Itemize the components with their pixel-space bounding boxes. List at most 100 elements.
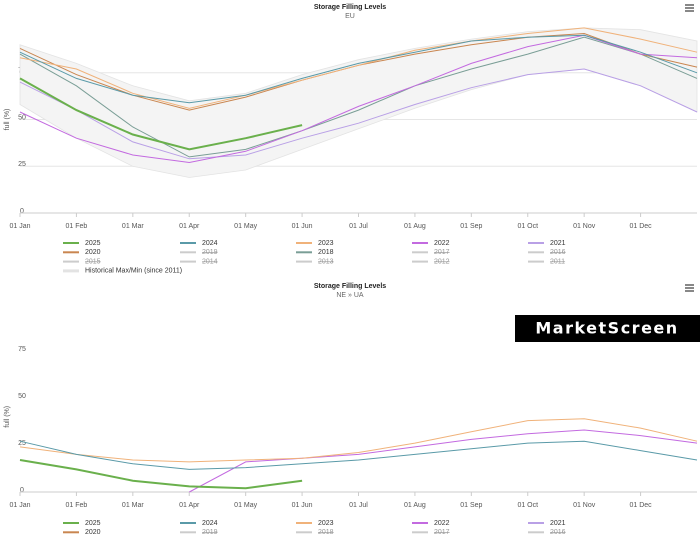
logo-box <box>515 315 700 342</box>
x-tick-label: 01 Jun <box>292 502 313 509</box>
legend-item[interactable]: 2015 <box>63 258 101 265</box>
legend-label: 2017 <box>434 249 450 256</box>
legend-item[interactable]: 2019 <box>180 249 218 256</box>
y-axis-title: full (%) <box>4 109 11 131</box>
menu-button[interactable] <box>683 282 697 294</box>
x-tick-label: 01 Mar <box>122 223 144 230</box>
x-tick-label: 01 Sep <box>460 223 482 230</box>
series-line <box>19 77 303 151</box>
legend-label: 2011 <box>550 258 565 265</box>
legend-label: 2025 <box>85 520 101 527</box>
legend-label: 2020 <box>85 529 101 536</box>
series-line <box>19 440 698 470</box>
legend-item[interactable]: 2022 <box>412 240 450 247</box>
legend-label: 2025 <box>85 240 101 247</box>
x-tick-label: 01 Sep <box>460 502 482 509</box>
legend-label: 2014 <box>202 258 218 265</box>
x-tick-label: 01 Dec <box>629 223 652 230</box>
x-tick-label: 01 Nov <box>573 502 596 509</box>
series-line <box>19 418 698 463</box>
y-tick-label: 25 <box>18 161 26 168</box>
legend-label: 2012 <box>434 258 450 265</box>
y-tick-label: 25 <box>18 440 26 447</box>
legend-item[interactable]: 2023 <box>296 520 334 527</box>
series-line <box>19 459 303 490</box>
legend-item[interactable]: Historical Max/Min (since 2011) <box>63 268 182 275</box>
legend-item[interactable]: 2016 <box>528 249 566 256</box>
y-tick-label: 75 <box>18 346 26 353</box>
legend-label: 2017 <box>434 529 450 536</box>
legend-label: Historical Max/Min (since 2011) <box>85 268 182 275</box>
x-tick-label: 01 Jan <box>9 223 30 230</box>
x-tick-label: 01 Aug <box>404 223 426 230</box>
x-tick-label: 01 Apr <box>179 502 200 509</box>
legend-label: 2019 <box>202 249 218 256</box>
legend-label: 2018 <box>318 529 334 536</box>
legend-label: 2023 <box>318 240 334 247</box>
x-tick-label: 01 Jun <box>292 223 313 230</box>
legend-label: 2022 <box>434 520 450 527</box>
series-line <box>19 34 698 104</box>
x-tick-label: 01 Jan <box>9 502 30 509</box>
x-tick-label: 01 Dec <box>629 502 652 509</box>
legend-item[interactable]: 2020 <box>63 529 101 536</box>
legend-label: 2019 <box>202 529 218 536</box>
legend-label: 2013 <box>318 258 334 265</box>
legend-label: 2024 <box>202 240 218 247</box>
legend-item[interactable]: 2017 <box>412 529 450 536</box>
y-tick-label: 50 <box>18 393 26 400</box>
legend-item[interactable]: 2023 <box>296 240 334 247</box>
legend-item[interactable]: 2025 <box>63 240 101 247</box>
x-tick-label: 01 Jul <box>349 223 368 230</box>
legend-item[interactable]: 2019 <box>180 529 218 536</box>
legend-item[interactable]: 2024 <box>180 520 218 527</box>
legend-item[interactable]: 2020 <box>63 249 101 256</box>
legend-item[interactable]: 2011 <box>528 258 565 265</box>
legend-item[interactable]: 2024 <box>180 240 218 247</box>
x-tick-label: 01 Feb <box>66 223 88 230</box>
chart-subtitle: EU <box>345 13 355 20</box>
x-tick-label: 01 Oct <box>517 502 538 509</box>
x-tick-label: 01 Feb <box>66 502 88 509</box>
series-line <box>19 68 698 160</box>
x-tick-label: 01 May <box>234 502 257 509</box>
legend-item[interactable]: 2018 <box>296 529 334 536</box>
x-tick-label: 01 Oct <box>517 223 538 230</box>
legend-label: 2015 <box>85 258 101 265</box>
legend-label: 2022 <box>434 240 450 247</box>
legend-label: 2016 <box>550 249 566 256</box>
chart-title: Storage Filling Levels <box>314 4 386 11</box>
series-line <box>19 36 698 158</box>
legend-item[interactable]: 2016 <box>528 529 566 536</box>
legend-item[interactable]: 2022 <box>412 520 450 527</box>
chart-subtitle: NE » UA <box>336 292 364 299</box>
legend-item[interactable]: 2013 <box>296 258 334 265</box>
x-tick-label: 01 May <box>234 223 257 230</box>
legend-item[interactable]: 2018 <box>296 249 334 256</box>
y-tick-label: 50 <box>18 114 26 121</box>
legend-label: 2016 <box>550 529 566 536</box>
legend-item[interactable]: 2017 <box>412 249 450 256</box>
x-tick-label: 01 Aug <box>404 502 426 509</box>
series-line <box>19 27 698 109</box>
legend-label: 2023 <box>318 520 334 527</box>
logo: MarketScreen <box>535 319 678 338</box>
series-line <box>189 429 698 493</box>
y-axis-title: full (%) <box>4 406 11 428</box>
x-tick-label: 01 Mar <box>122 502 144 509</box>
legend-item[interactable]: 2021 <box>528 520 566 527</box>
legend-label: 2021 <box>550 520 566 527</box>
y-tick-label: 0 <box>20 208 24 215</box>
legend-item[interactable]: 2014 <box>180 258 218 265</box>
legend-item[interactable]: 2012 <box>412 258 450 265</box>
legend-label: 2020 <box>85 249 101 256</box>
y-tick-label: 0 <box>20 487 24 494</box>
range-band <box>19 27 698 178</box>
menu-button[interactable] <box>683 2 697 14</box>
x-tick-label: 01 Nov <box>573 223 596 230</box>
x-tick-label: 01 Apr <box>179 223 200 230</box>
legend-item[interactable]: 2021 <box>528 240 566 247</box>
legend-item[interactable]: 2025 <box>63 520 101 527</box>
legend-label: 2021 <box>550 240 566 247</box>
